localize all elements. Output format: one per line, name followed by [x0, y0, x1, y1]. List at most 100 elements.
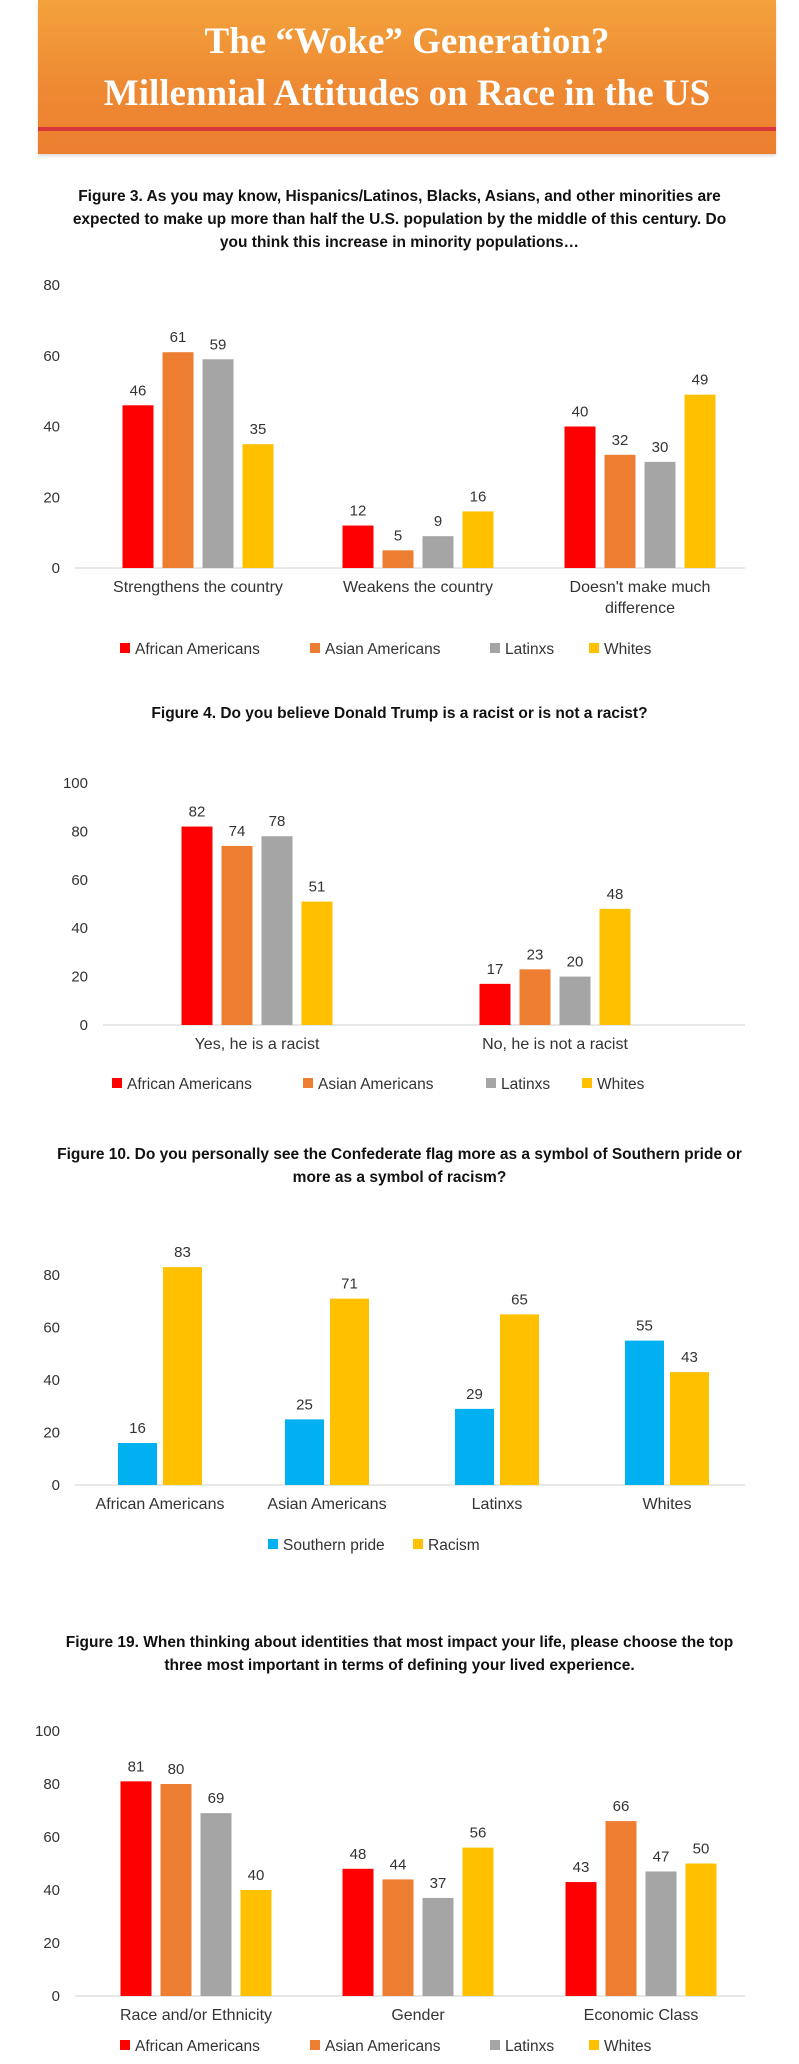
y-tick-label: 80: [43, 1776, 60, 1793]
figure-4-chart: 0 20 40 60 80 100 82 74 78 51 Yes, he is a racist 1…: [63, 775, 745, 1093]
legend-swatch: [413, 1539, 423, 1549]
y-tick-label: 40: [43, 1882, 60, 1899]
figure-10-title-line: more as a symbol of racism?: [292, 1169, 507, 1186]
bar-value-label: 35: [250, 421, 267, 438]
bar: [479, 983, 511, 1025]
bar: [202, 359, 234, 568]
y-tick-label: 100: [35, 1723, 60, 1740]
figure-10-title: Figure 10. Do you personally see the Con…: [10, 1143, 789, 1189]
legend-label: Latinxs: [505, 2038, 554, 2055]
bar-value-label: 20: [567, 954, 584, 971]
title-banner: The “Woke” Generation? Millennial Attitu…: [38, 0, 776, 154]
bar: [342, 525, 374, 568]
bar: [605, 1821, 637, 1996]
bar-value-label: 48: [607, 886, 624, 903]
bar: [422, 1897, 454, 1996]
legend-swatch: [112, 1078, 122, 1088]
bar-value-label: 12: [350, 503, 367, 520]
bar: [455, 1408, 494, 1485]
category-label: African Americans: [96, 1496, 225, 1513]
bar: [462, 1847, 494, 1996]
bar: [670, 1372, 709, 1485]
bar-value-label: 46: [130, 382, 147, 399]
y-tick-label: 20: [43, 489, 60, 506]
bar-value-label: 44: [390, 1856, 407, 1873]
legend-label: Latinxs: [505, 641, 554, 658]
figure-10-title-line: Figure 10. Do you personally see the Con…: [57, 1146, 742, 1163]
bar: [599, 908, 631, 1025]
banner-title-line-1: The “Woke” Generation?: [204, 21, 610, 62]
bar: [240, 1890, 272, 1996]
bar: [342, 1868, 374, 1996]
category-label: Asian Americans: [267, 1496, 386, 1513]
y-tick-label: 60: [43, 348, 60, 365]
bar-value-label: 37: [430, 1875, 447, 1892]
bar-value-label: 78: [269, 813, 286, 830]
y-tick-label: 20: [43, 1935, 60, 1952]
y-tick-label: 20: [71, 969, 88, 986]
bar: [261, 836, 293, 1025]
bar-value-label: 55: [636, 1318, 653, 1335]
y-tick-label: 40: [71, 920, 88, 937]
bar: [645, 1871, 677, 1996]
bar-value-label: 74: [229, 823, 246, 840]
category-label: Gender: [391, 2007, 445, 2024]
bar: [422, 536, 454, 568]
bar-value-label: 30: [652, 439, 669, 456]
legend-swatch: [310, 2040, 320, 2050]
bar: [564, 426, 596, 568]
figure-19-title: Figure 19. When thinking about identitie…: [10, 1631, 789, 1677]
bar: [382, 550, 414, 568]
legend-swatch: [120, 2040, 130, 2050]
legend-label: Southern pride: [283, 1537, 385, 1554]
bar-value-label: 81: [128, 1758, 145, 1775]
legend-label: Asian Americans: [325, 2038, 441, 2055]
bar-value-label: 16: [470, 488, 487, 505]
legend-swatch: [120, 643, 130, 653]
y-tick-label: 20: [43, 1425, 60, 1442]
category-label: Latinxs: [472, 1496, 523, 1513]
bar: [565, 1882, 597, 1996]
y-tick-label: 80: [43, 1267, 60, 1284]
bar: [221, 845, 253, 1025]
figure-19-title-line: three most important in terms of definin…: [164, 1657, 635, 1674]
banner-divider: [38, 127, 776, 131]
legend-swatch: [589, 2040, 599, 2050]
y-tick-label: 60: [71, 872, 88, 889]
legend-label: Asian Americans: [325, 641, 441, 658]
legend-label: African Americans: [135, 641, 260, 658]
category-label: Yes, he is a racist: [195, 1036, 320, 1053]
legend-label: Racism: [428, 1537, 480, 1554]
bar-value-label: 32: [612, 432, 629, 449]
bar-value-label: 43: [573, 1859, 590, 1876]
bar: [200, 1813, 232, 1996]
figure-3-title-line: expected to make up more than half the U…: [72, 211, 727, 228]
bar: [559, 976, 591, 1025]
legend-label: Whites: [604, 2038, 652, 2055]
bar-value-label: 29: [466, 1386, 483, 1403]
y-tick-label: 100: [63, 775, 88, 792]
bar-value-label: 49: [692, 372, 709, 389]
bar-value-label: 17: [487, 961, 504, 978]
legend-swatch: [582, 1078, 592, 1088]
legend-swatch: [490, 2040, 500, 2050]
y-tick-label: 60: [43, 1320, 60, 1337]
legend-label: Latinxs: [501, 1076, 550, 1093]
legend-swatch: [268, 1539, 278, 1549]
category-label: Strengthens the country: [113, 579, 283, 596]
bar-value-label: 43: [681, 1349, 698, 1366]
bar-value-label: 82: [189, 804, 206, 821]
bar-value-label: 61: [170, 329, 187, 346]
category-label: Economic Class: [584, 2007, 699, 2024]
bar: [500, 1314, 539, 1485]
bar: [382, 1879, 414, 1996]
y-tick-label: 0: [80, 1017, 88, 1034]
figure-4-title-line: Figure 4. Do you believe Donald Trump is…: [151, 705, 648, 722]
y-tick-label: 40: [43, 1372, 60, 1389]
bar-value-label: 59: [210, 336, 227, 353]
banner-title-line-2: Millennial Attitudes on Race in the US: [103, 73, 711, 114]
bar-value-label: 50: [693, 1841, 710, 1858]
bar: [685, 1863, 717, 1996]
bar-value-label: 80: [168, 1761, 185, 1778]
